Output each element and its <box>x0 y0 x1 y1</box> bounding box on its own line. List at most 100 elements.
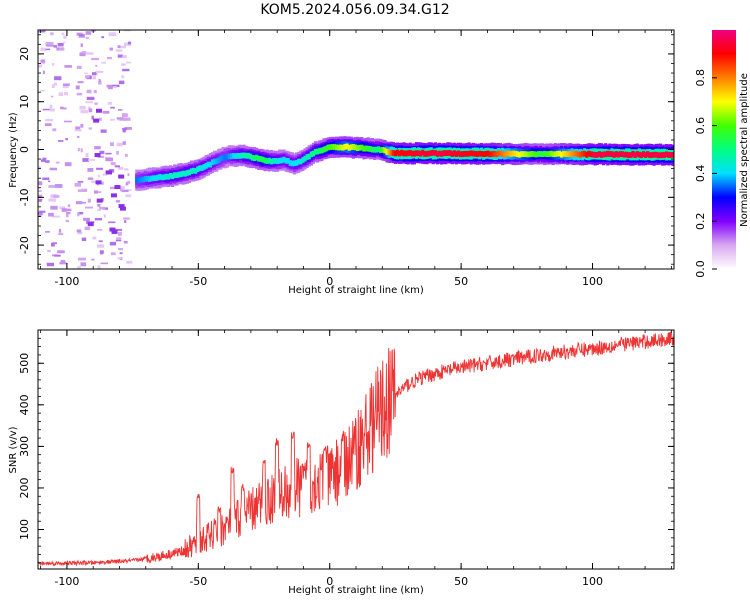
ridge-core <box>168 173 173 179</box>
noise-speckle <box>79 201 86 204</box>
ridge-core <box>286 158 290 164</box>
noise-speckle <box>94 102 98 105</box>
ridge-core <box>164 173 168 180</box>
noise-speckle <box>38 190 42 192</box>
ridge-core <box>318 147 322 154</box>
ridge-core <box>620 151 625 158</box>
ridge-core <box>627 152 631 158</box>
ridge-core <box>471 150 475 157</box>
noise-speckle <box>54 184 63 188</box>
noise-speckle <box>81 188 88 192</box>
ridge-core <box>480 150 484 157</box>
noise-speckle <box>105 152 112 155</box>
snr-y-label: SNR (v/v) <box>8 426 19 473</box>
noise-speckle <box>91 115 94 120</box>
colorbar-ticks: 0.0 0.2 0.4 0.6 0.8 <box>694 69 717 278</box>
spectrogram-y-tick-label: 20 <box>18 47 31 61</box>
snr-x-tick-label: -50 <box>189 575 207 588</box>
ridge-core <box>343 143 347 150</box>
ridge-core <box>377 146 381 153</box>
noise-speckle <box>75 126 81 130</box>
noise-speckle <box>95 70 104 73</box>
ridge-core <box>658 152 662 159</box>
noise-speckle <box>45 42 54 46</box>
ridge-core <box>311 150 316 157</box>
noise-speckle <box>117 109 123 111</box>
ridge-core <box>238 153 242 159</box>
ridge-core <box>337 144 341 151</box>
noise-speckle <box>94 218 103 221</box>
ridge-core <box>612 152 616 158</box>
noise-speckle <box>117 45 121 49</box>
ridge-core <box>650 152 654 158</box>
ridge-core <box>234 153 238 159</box>
ridge-core <box>278 157 282 164</box>
noise-speckle <box>93 118 100 123</box>
ridge-core <box>564 151 568 157</box>
noise-speckle <box>116 237 122 240</box>
ridge-core <box>269 158 273 165</box>
noise-speckle <box>60 260 66 264</box>
ridge-core <box>467 150 471 157</box>
noise-speckle <box>85 153 89 158</box>
ridge-core <box>465 150 469 157</box>
ridge-core <box>490 151 494 157</box>
noise-speckle <box>110 118 115 121</box>
noise-speckle <box>121 189 129 193</box>
ridge-core <box>261 156 265 163</box>
noise-speckle <box>63 120 72 123</box>
snr-y-tick-label: 200 <box>18 477 31 498</box>
noise-speckle <box>107 56 112 60</box>
ridge-core <box>179 171 183 178</box>
snr-y-tick-label: 100 <box>18 519 31 540</box>
ridge-core <box>206 161 210 168</box>
noise-speckle <box>74 129 82 132</box>
noise-speckle <box>76 229 82 233</box>
noise-speckle <box>77 266 81 269</box>
noise-speckle <box>117 232 122 236</box>
noise-speckle <box>125 182 129 186</box>
noise-speckle <box>87 177 94 180</box>
noise-speckle <box>100 129 107 133</box>
noise-speckle <box>107 85 113 90</box>
noise-speckle <box>105 157 114 162</box>
snr-y-tick-label: 300 <box>18 436 31 457</box>
ridge-core <box>549 150 553 157</box>
ridge-core <box>450 151 454 157</box>
noise-speckle <box>118 166 124 170</box>
ridge-core <box>217 157 221 164</box>
noise-speckle <box>58 228 62 233</box>
ridge-core <box>601 151 606 158</box>
ridge-core <box>345 143 349 150</box>
ridge-core <box>187 169 192 176</box>
noise-speckle <box>48 185 56 188</box>
ridge-core <box>421 149 425 156</box>
noise-speckle <box>123 117 131 121</box>
noise-speckle <box>55 161 60 164</box>
noise-speckle <box>44 123 52 126</box>
ridge-core <box>656 152 660 159</box>
ridge-core <box>274 158 278 164</box>
noise-speckle <box>114 185 121 190</box>
noise-speckle <box>88 127 92 130</box>
ridge-core <box>522 151 526 157</box>
noise-speckle <box>86 96 95 101</box>
ridge-core <box>494 151 498 158</box>
noise-speckle <box>76 92 83 96</box>
ridge-core <box>419 150 423 157</box>
noise-speckle <box>91 180 96 184</box>
noise-speckle <box>101 181 104 185</box>
noise-speckle <box>63 35 67 39</box>
ridge-core <box>137 177 141 184</box>
ridge-core <box>444 150 448 156</box>
noise-speckle <box>52 62 55 66</box>
noise-speckle <box>119 118 126 121</box>
ridge-core <box>484 151 488 157</box>
ridge-core <box>414 150 419 157</box>
noise-speckle <box>98 117 102 121</box>
noise-speckle <box>102 110 110 114</box>
ridge-core <box>265 158 269 164</box>
ridge-core <box>198 165 202 172</box>
noise-speckle <box>120 45 127 49</box>
noise-speckle <box>51 95 54 98</box>
